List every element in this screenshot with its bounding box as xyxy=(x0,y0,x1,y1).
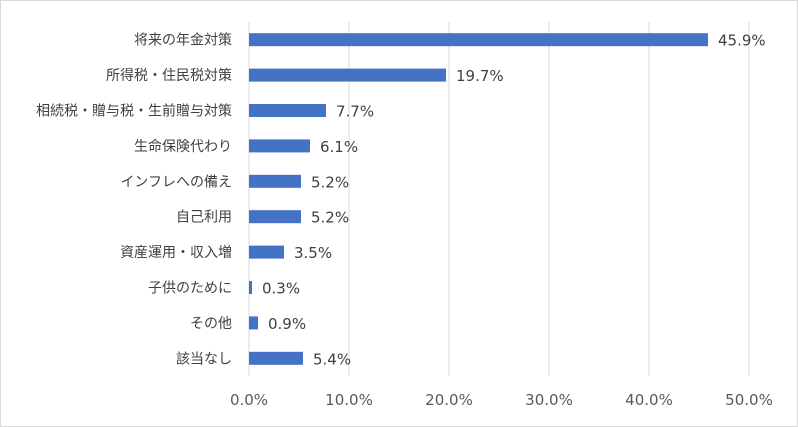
bar xyxy=(249,68,446,82)
category-label: 該当なし xyxy=(176,351,232,367)
data-label: 7.7% xyxy=(336,103,374,121)
bars xyxy=(249,33,708,365)
data-label: 0.9% xyxy=(268,315,306,333)
x-tick-label: 20.0% xyxy=(425,391,473,409)
x-tick-label: 0.0% xyxy=(230,391,268,409)
bar xyxy=(249,351,303,365)
x-axis-tick-labels: 0.0% 10.0% 20.0% 30.0% 40.0% 50.0% xyxy=(230,391,773,409)
x-tick-label: 30.0% xyxy=(525,391,573,409)
data-label: 6.1% xyxy=(320,138,358,156)
bar xyxy=(249,316,258,330)
data-label: 5.2% xyxy=(311,209,349,227)
category-label: 自己利用 xyxy=(176,210,232,226)
category-labels: 将来の年金対策所得税・住民税対策相続税・贈与税・生前贈与対策生命保険代わりインフ… xyxy=(36,32,232,368)
x-tick-label: 50.0% xyxy=(725,391,773,409)
bar xyxy=(249,281,252,294)
data-labels: 45.9% 19.7% 7.7% 6.1% 5.2% 5.2% 3.5% 0.3% 0.9% 5.… xyxy=(262,32,766,369)
category-label: 生命保険代わり xyxy=(134,138,232,155)
category-label: 将来の年金対策 xyxy=(134,32,232,49)
category-label: 資産運用・収入増 xyxy=(120,245,232,261)
data-label: 0.3% xyxy=(262,280,300,298)
bar xyxy=(249,33,708,47)
data-label: 19.7% xyxy=(456,67,504,85)
bar xyxy=(249,139,310,153)
category-label: 所得税・住民税対策 xyxy=(106,67,232,84)
bar xyxy=(249,245,284,259)
x-tick-label: 10.0% xyxy=(325,391,373,409)
category-label: 相続税・贈与税・生前贈与対策 xyxy=(36,103,232,120)
bar xyxy=(249,210,301,224)
category-label: 子供のために xyxy=(148,281,232,297)
x-tick-label: 40.0% xyxy=(625,391,673,409)
data-label: 3.5% xyxy=(294,244,332,262)
bar xyxy=(249,104,326,117)
data-label: 45.9% xyxy=(718,32,766,50)
category-label: インフレへの備え xyxy=(120,174,232,190)
bar xyxy=(249,174,301,188)
category-label: その他 xyxy=(190,316,232,332)
data-label: 5.4% xyxy=(313,350,351,368)
data-label: 5.2% xyxy=(311,173,349,191)
